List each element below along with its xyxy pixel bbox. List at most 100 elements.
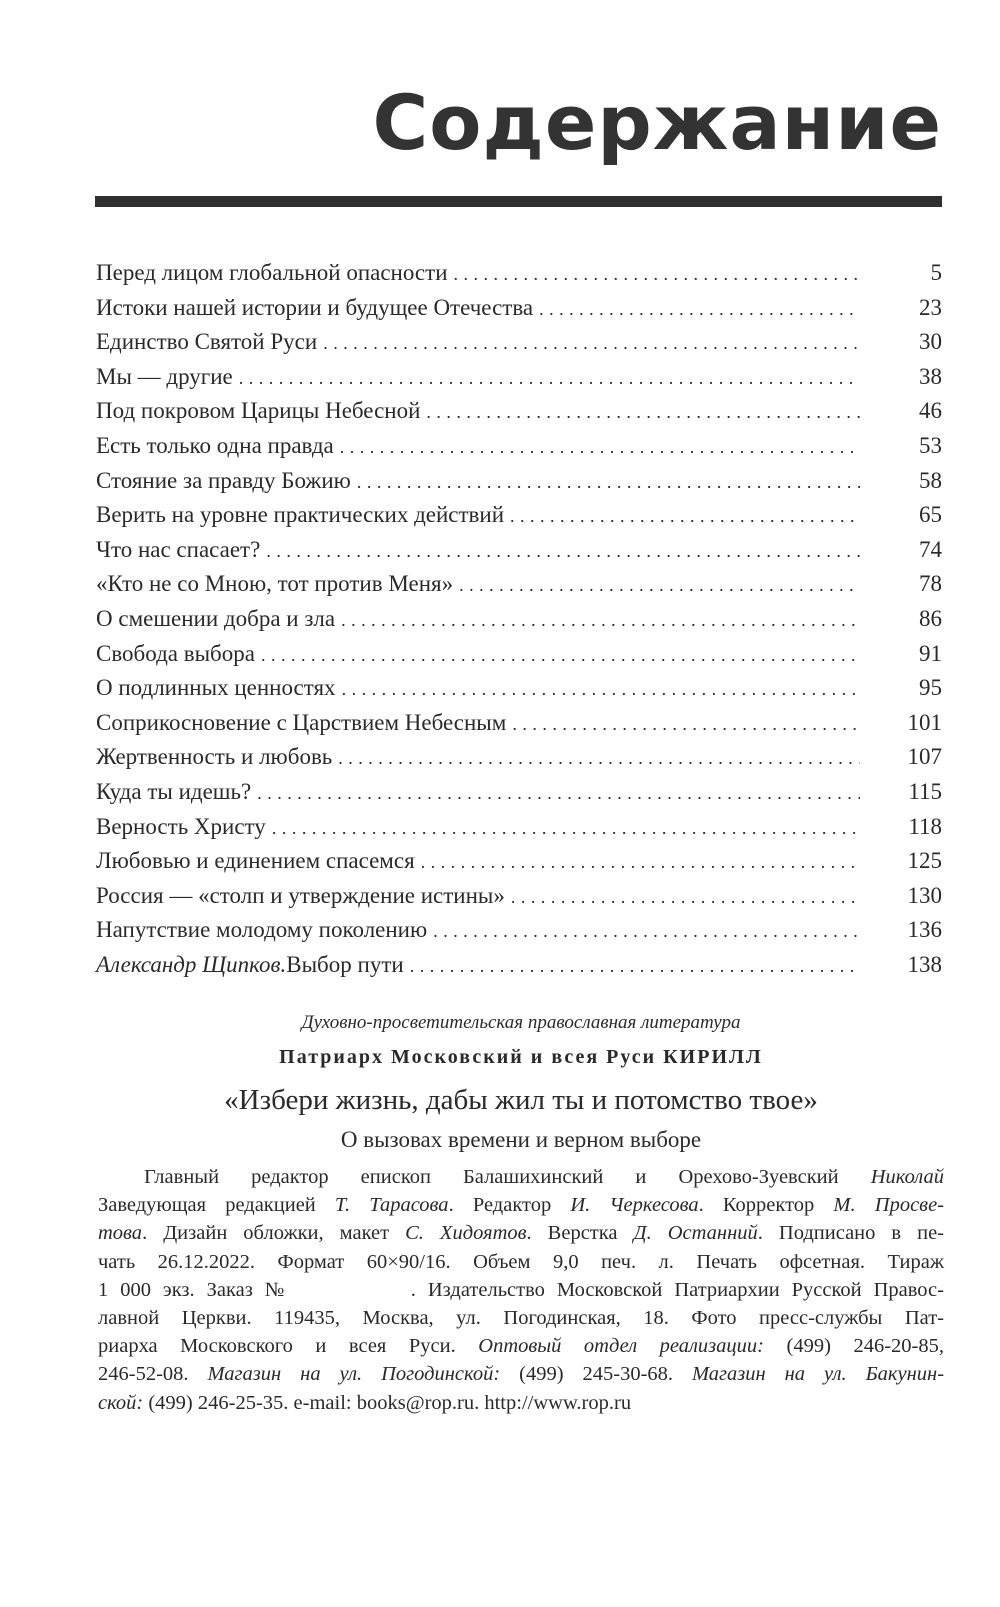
toc-entry-page: 58 [919,467,942,493]
colophon-line: Заведующая редакцией Т. Тарасова. Редакт… [98,1191,944,1219]
toc-entry-title: Что нас спасает? [96,536,261,562]
colophon-text: . Верстка [526,1222,634,1245]
colophon-text: . Корректор [698,1194,834,1217]
toc-entry-title: Выбор пути [286,951,404,977]
toc-entry: «Кто не со Мною, тот против Меня».......… [96,571,942,606]
colophon-text: (499) 246-20-85, [764,1335,944,1358]
toc-entry: Перед лицом глобальной опасности........… [96,260,942,295]
toc-entry: Александр Щипков. Выбор пути............… [96,952,942,987]
toc-entry-page: 65 [919,502,942,528]
toc-entry-title: Есть только одна правда [96,432,334,458]
toc-entry-title: Любовью и единением спасемся [96,848,415,874]
toc-entry: Единство Святой Руси....................… [96,329,942,364]
toc-entry: Любовью и единением спасемся............… [96,848,942,883]
toc-entry: Соприкосновение с Царствием Небесным....… [96,710,942,745]
colophon-text: Николай [870,1166,944,1188]
toc-entry-page: 53 [919,432,942,458]
dot-leader: ........................................… [512,713,860,734]
toc-entry-page: 91 [919,640,942,666]
colophon-text: М. Просве- [833,1194,944,1217]
toc-entry: Куда ты идешь?..........................… [96,779,942,814]
dot-leader: ........................................… [323,333,860,354]
dot-leader: ........................................… [338,748,860,769]
toc-entry-page: 118 [908,813,942,839]
colophon-line: риарха Московского и всея Руси. Оптовый … [98,1332,944,1360]
colophon-text: Главный редактор епископ Балашихинский и… [144,1166,871,1188]
colophon-text: Т. Тарасова [334,1194,449,1217]
toc-entry-title: О смешении добра и зла [96,605,336,631]
colophon-text: Магазин на ул. Погодинской: [207,1363,501,1386]
toc-entry-title: Стояние за правду Божию [96,467,351,493]
toc-entry: Стояние за правду Божию.................… [96,468,942,503]
dot-leader: ........................................… [510,506,860,527]
dot-leader: ........................................… [341,679,860,700]
toc-entry: Есть только одна правда.................… [96,433,942,468]
toc-entry-title: Россия — «столп и утверждение истины» [96,882,505,908]
colophon-text: 246-52-08. [98,1363,208,1386]
dot-leader: ........................................… [341,609,860,630]
colophon-text: лавной Церкви. 119435, Москва, ул. Погод… [98,1306,944,1329]
toc-entry-title: Жертвенность и любовь [96,744,333,770]
toc-entry-title: Под покровом Царицы Небесной [96,398,421,424]
colophon-line: ской: (499) 246-25-35. e-mail: books@rop… [98,1389,944,1417]
colophon-text: чать 26.12.2022. Формат 60×90/16. Объем … [98,1250,944,1273]
toc-entry-title: Мы — другие [96,363,233,389]
colophon-text: . Дизайн обложки, макет [142,1222,406,1245]
toc-entry: Что нас спасает?........................… [96,537,942,572]
dot-leader: ........................................… [433,921,860,942]
colophon-line: лавной Церкви. 119435, Москва, ул. Погод… [98,1304,944,1332]
colophon-text: Д. Останний [633,1222,758,1245]
colophon-text: И. Черкесова [570,1194,699,1217]
colophon: Главный редактор епископ Балашихинский и… [98,1163,944,1417]
dot-leader: ........................................… [266,540,860,561]
toc-entry: Напутствие молодому поколению...........… [96,917,942,952]
toc-entry-page: 101 [907,709,943,735]
book-subtitle: О вызовах времени и верном выборе [340,1127,702,1152]
dot-leader: ........................................… [510,886,860,907]
toc-entry-title: Соприкосновение с Царствием Небесным [96,709,507,735]
toc-entry-page: 125 [907,848,943,874]
toc-entry-page: 115 [908,778,942,804]
toc-entry-author: Александр Щипков. [96,951,287,977]
dot-leader: ........................................… [459,575,860,596]
toc-entry-page: 46 [919,398,942,424]
colophon-line: чать 26.12.2022. Формат 60×90/16. Объем … [98,1248,944,1276]
book-author: Патриарх Московский и всея Руси КИРИЛЛ [279,1046,763,1068]
series-label: Духовно-просветительская православная ли… [301,1012,741,1033]
toc-entry-title: Истоки нашей истории и будущее Отечества [96,294,534,320]
toc-entry-title: Верить на уровне практических действий [96,502,505,528]
colophon-text: това [98,1222,143,1245]
colophon-text: Оптовый отдел реализации: [478,1335,765,1358]
toc-entry-page: 5 [930,260,943,285]
page-title: Содержание [372,78,942,167]
colophon-text: Магазин на ул. Бакунин- [691,1363,945,1386]
colophon-line: 1 000 экз. Заказ № . Издательство Москов… [98,1276,944,1304]
dot-leader: ........................................… [420,852,860,873]
title-rule [95,196,942,207]
dot-leader: ........................................… [271,817,860,838]
dot-leader: ........................................… [426,402,860,423]
toc-entry: Россия — «столп и утверждение истины»...… [96,883,942,918]
toc-entry: Верить на уровне практических действий..… [96,502,942,537]
toc-entry: Верность Христу.........................… [96,814,942,849]
toc-entry-title: Напутствие молодому поколению [96,917,428,943]
toc-entry-page: 23 [919,294,942,320]
toc-entry: Жертвенность и любовь...................… [96,744,942,779]
toc-entry-page: 86 [919,605,942,631]
toc-entry: О подлинных ценностях...................… [96,675,942,710]
toc-entry-title: Куда ты идешь? [96,778,252,804]
toc-entry-page: 95 [919,675,942,701]
toc-entry: Истоки нашей истории и будущее Отечества… [96,295,942,330]
toc-entry-title: Перед лицом глобальной опасности [96,260,448,285]
colophon-text: . Редактор [448,1194,571,1217]
dot-leader: ........................................… [238,367,860,388]
toc-entry: О смешении добра и зла..................… [96,606,942,641]
toc-entry-page: 78 [919,571,942,597]
dot-leader: ........................................… [257,782,860,803]
toc-entry-title: О подлинных ценностях [96,675,336,701]
dot-leader: ........................................… [453,264,860,284]
toc-entry: Свобода выбора..........................… [96,641,942,676]
table-of-contents: Перед лицом глобальной опасности........… [96,260,942,986]
toc-entry-title: «Кто не со Мною, тот против Меня» [96,571,454,597]
colophon-line: 246-52-08. Магазин на ул. Погодинской: (… [98,1360,944,1388]
